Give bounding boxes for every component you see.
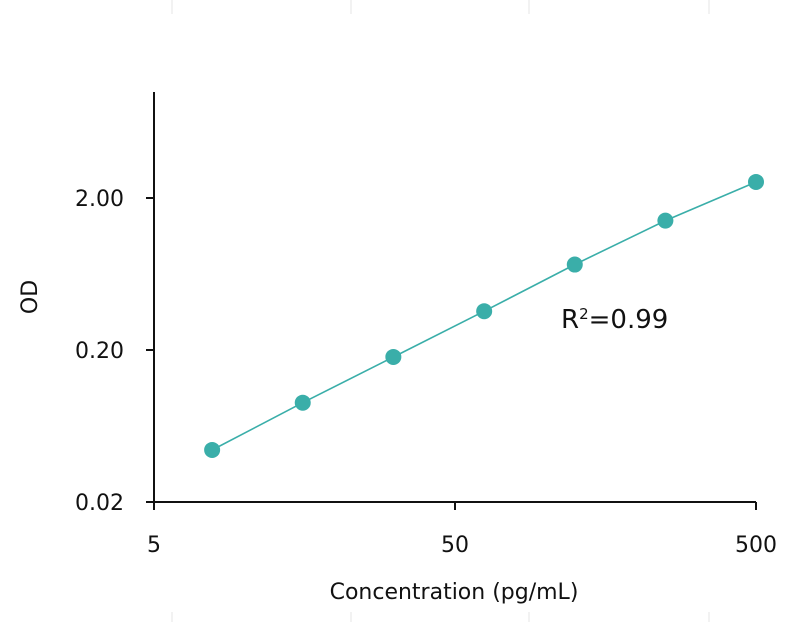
r-squared-annotation: R2=0.99 [561, 305, 668, 335]
y-tick-label-2: 2.00 [75, 187, 124, 212]
x-tick-label-1: 50 [441, 533, 469, 558]
data-point-0 [204, 441, 221, 458]
x-ticks: 5 50 500 [147, 502, 777, 558]
y-tick-label-1: 0.20 [75, 339, 124, 364]
top-decoration [171, 0, 710, 622]
data-point-4 [566, 256, 583, 273]
r-squared-sup: 2 [579, 305, 589, 323]
data-point-6 [748, 173, 764, 190]
y-axis-title: OD [18, 280, 43, 314]
x-tick-label-0: 5 [147, 533, 161, 558]
data-point-5 [657, 212, 674, 229]
x-tick-label-2: 500 [735, 533, 777, 558]
data-point-3 [476, 303, 493, 320]
data-points [204, 173, 764, 458]
y-ticks: 0.02 0.20 2.00 [75, 187, 154, 516]
r-squared-value: =0.99 [589, 305, 669, 335]
data-point-1 [294, 394, 311, 411]
data-point-2 [385, 348, 402, 365]
r-squared-base: R [561, 305, 579, 335]
x-axis-title: Concentration (pg/mL) [330, 580, 579, 605]
y-tick-label-0: 0.02 [75, 491, 124, 516]
